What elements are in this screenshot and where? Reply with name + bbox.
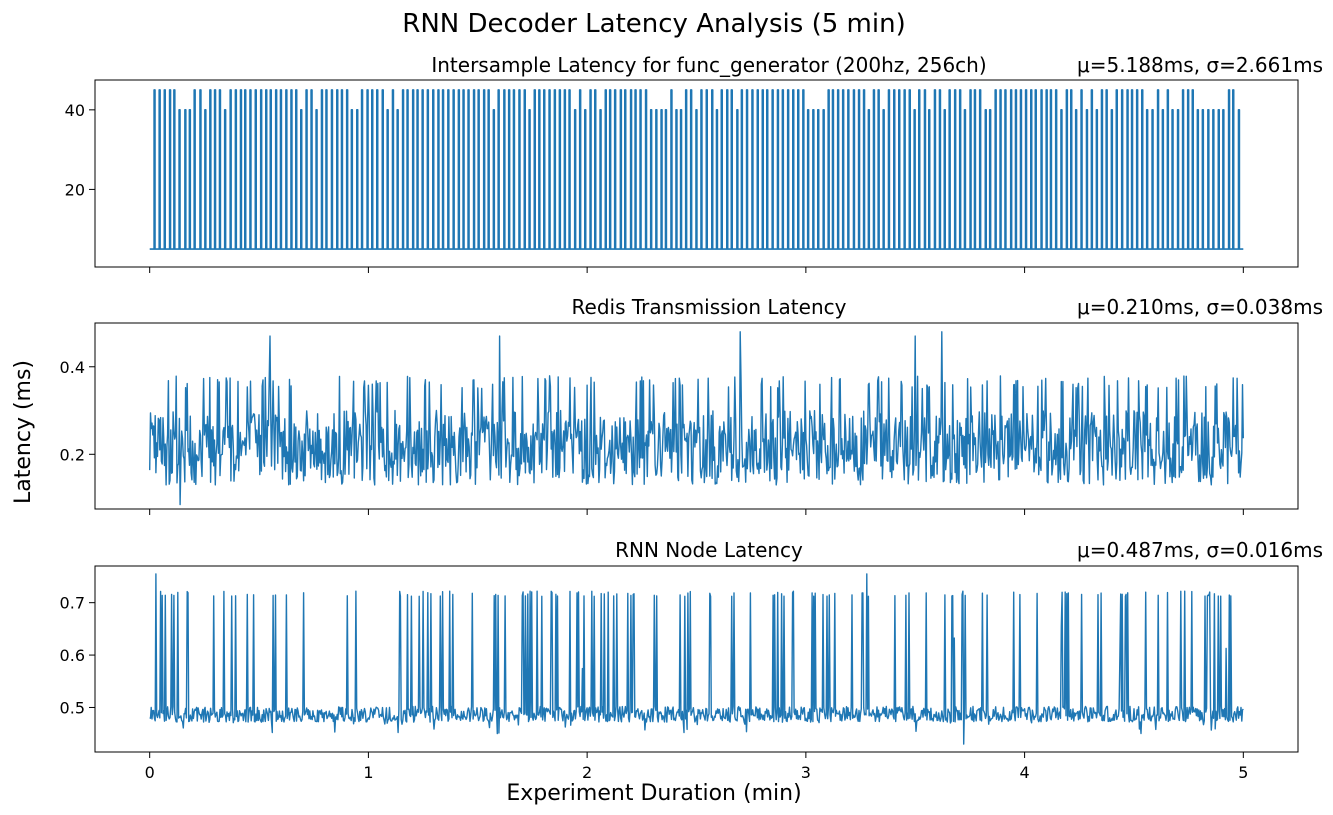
x-ticks-redis [149,509,1244,515]
panel-stat-redis: μ=0.210ms, σ=0.038ms [1077,295,1323,319]
panel-title-rnn-node: RNN Node Latency [615,538,803,562]
panel-redis: Redis Transmission Latency μ=0.210ms, σ=… [60,295,1323,515]
panel-intersample: Intersample Latency for func_generator (… [65,53,1323,273]
plot-frame-intersample [94,79,1299,268]
x-tick-label: 3 [801,763,811,782]
x-tick-label: 1 [363,763,373,782]
series-redis-latency [149,331,1244,506]
series-intersample-latency [149,89,1244,250]
plot-frame-rnn-node [94,565,1299,753]
y-tick-label: 20 [65,180,85,199]
panel-stat-rnn-node: μ=0.487ms, σ=0.016ms [1077,538,1323,562]
series-line [149,573,1244,745]
series-rnn-node-latency [149,573,1244,745]
series-line [149,331,1244,506]
x-axis-label: Experiment Duration (min) [506,781,801,806]
series-line [149,89,1244,250]
y-tick-label: 0.2 [60,445,85,464]
x-tick-label: 2 [582,763,592,782]
plot-frame-redis [94,322,1299,510]
y-tick-label: 40 [65,101,85,120]
x-ticks-rnn-node: 0 1 2 3 4 5 [145,752,1248,782]
x-tick-label: 4 [1019,763,1029,782]
panel-title-intersample: Intersample Latency for func_generator (… [431,53,986,77]
figure-title: RNN Decoder Latency Analysis (5 min) [402,9,905,39]
y-tick-label: 0.7 [60,594,85,613]
y-ticks-rnn-node: 0.5 0.6 0.7 [60,594,95,717]
y-tick-label: 0.5 [60,698,85,717]
y-axis-label: Latency (ms) [11,360,36,504]
panel-title-redis: Redis Transmission Latency [572,295,847,319]
x-tick-label: 5 [1238,763,1248,782]
y-tick-label: 0.6 [60,646,85,665]
x-tick-label: 0 [145,763,155,782]
y-tick-label: 0.4 [60,358,85,377]
panel-rnn-node: RNN Node Latency μ=0.487ms, σ=0.016ms 0.… [60,538,1323,782]
panel-stat-intersample: μ=5.188ms, σ=2.661ms [1077,53,1323,77]
y-ticks-redis: 0.2 0.4 [60,358,95,464]
x-ticks-intersample [149,267,1244,273]
